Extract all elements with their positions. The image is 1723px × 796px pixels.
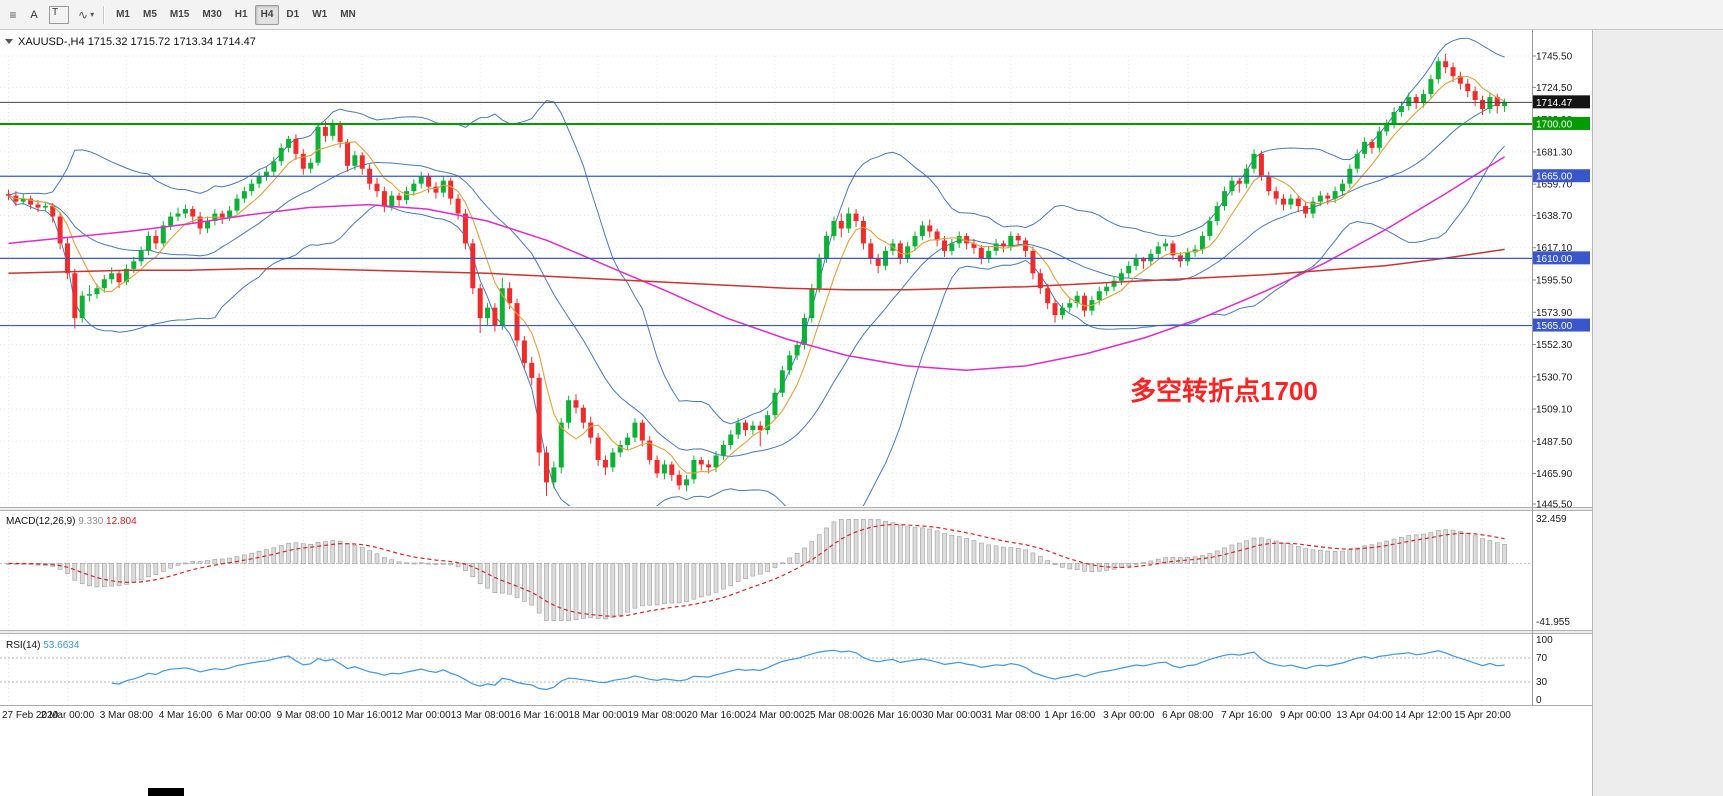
- workspace-filler: [1592, 30, 1723, 796]
- svg-text:3 Mar 08:00: 3 Mar 08:00: [100, 710, 154, 721]
- timeframe-mn-button[interactable]: MN: [340, 9, 356, 20]
- price-chart-canvas[interactable]: 多空转折点1700 XAUUSD-,H4 1715.32 1715.72 1713…: [0, 30, 1592, 724]
- svg-text:24 Mar 00:00: 24 Mar 00:00: [746, 710, 805, 721]
- taskbar-fragment: [148, 788, 184, 796]
- svg-text:4 Mar 16:00: 4 Mar 16:00: [159, 710, 213, 721]
- svg-text:10 Mar 16:00: 10 Mar 16:00: [333, 710, 392, 721]
- svg-text:1509.10: 1509.10: [1536, 405, 1573, 416]
- svg-text:13 Apr 04:00: 13 Apr 04:00: [1336, 710, 1393, 721]
- macd-label: MACD(12,26,9) 9.330 12.804: [6, 516, 137, 527]
- svg-text:7 Apr 16:00: 7 Apr 16:00: [1221, 710, 1273, 721]
- svg-text:1665.00: 1665.00: [1536, 172, 1573, 183]
- timeframe-h1-button[interactable]: H1: [234, 9, 248, 20]
- chart-annotation-text: 多空转折点1700: [1130, 376, 1318, 406]
- current-price-box: [1533, 95, 1590, 109]
- wave-icon: ∿: [78, 7, 89, 22]
- svg-text:26 Mar 16:00: 26 Mar 16:00: [863, 710, 922, 721]
- svg-text:9 Apr 00:00: 9 Apr 00:00: [1280, 710, 1332, 721]
- toolbar-separator: [103, 5, 106, 24]
- svg-text:31 Mar 08:00: 31 Mar 08:00: [981, 710, 1040, 721]
- chart-title: XAUUSD-,H4 1715.32 1715.72 1713.34 1714.…: [5, 36, 256, 48]
- svg-text:1638.70: 1638.70: [1536, 211, 1573, 222]
- timeframe-m30-button[interactable]: M30: [202, 9, 222, 20]
- svg-text:100: 100: [1536, 635, 1553, 646]
- svg-text:XAUUSD-,H4 1715.32 1715.72 17: XAUUSD-,H4 1715.32 1715.72 1713.34 1714.…: [18, 36, 256, 48]
- svg-text:1573.90: 1573.90: [1536, 308, 1573, 319]
- timeframe-d1-button[interactable]: D1: [286, 9, 300, 20]
- rsi-label: RSI(14) 53.6634: [6, 640, 80, 651]
- svg-text:1 Apr 16:00: 1 Apr 16:00: [1044, 710, 1096, 721]
- price-scale[interactable]: 1745.501724.501702.901681.301659.701638.…: [1532, 30, 1590, 706]
- timeframe-h4-button[interactable]: H4: [254, 4, 280, 25]
- svg-text:1565.00: 1565.00: [1536, 321, 1573, 332]
- svg-text:13 Mar 08:00: 13 Mar 08:00: [451, 710, 510, 721]
- svg-text:27 Feb 2020: 27 Feb 2020: [2, 710, 59, 721]
- macd-panel: [0, 519, 1532, 621]
- svg-text:18 Mar 00:00: 18 Mar 00:00: [569, 710, 628, 721]
- timeframe-m5-button[interactable]: M5: [142, 9, 157, 20]
- sep-macd-rsi[interactable]: [0, 630, 1592, 634]
- menu-glyph-icon: ≡: [9, 7, 17, 22]
- svg-text:1552.30: 1552.30: [1536, 340, 1573, 351]
- svg-text:1445.50: 1445.50: [1536, 500, 1573, 511]
- svg-text:1465.90: 1465.90: [1536, 469, 1573, 480]
- hline-price-box: [1533, 318, 1590, 332]
- svg-text:1724.50: 1724.50: [1536, 83, 1573, 94]
- svg-text:12 Mar 00:00: 12 Mar 00:00: [392, 710, 451, 721]
- timeframe-m1-button[interactable]: M1: [116, 9, 130, 20]
- hline-price-box: [1533, 169, 1590, 183]
- svg-text:2 Mar 00:00: 2 Mar 00:00: [41, 710, 95, 721]
- svg-text:19 Mar 08:00: 19 Mar 08:00: [628, 710, 687, 721]
- moving-averages: [8, 75, 1505, 474]
- svg-text:6 Mar 00:00: 6 Mar 00:00: [218, 710, 272, 721]
- hline-price-box: [1533, 116, 1590, 130]
- sep-main-macd[interactable]: [0, 507, 1592, 511]
- svg-text:9 Mar 08:00: 9 Mar 08:00: [277, 710, 331, 721]
- svg-text:25 Mar 08:00: 25 Mar 08:00: [804, 710, 863, 721]
- candlesticks-layer: [6, 53, 1508, 496]
- svg-text:3 Apr 00:00: 3 Apr 00:00: [1103, 710, 1155, 721]
- caret-down-icon: ▾: [90, 10, 95, 19]
- svg-text:15 Apr 20:00: 15 Apr 20:00: [1454, 710, 1511, 721]
- svg-text:1530.70: 1530.70: [1536, 372, 1573, 383]
- line-studies-dropdown-button[interactable]: ∿ ▾: [74, 5, 98, 25]
- svg-text:20 Mar 16:00: 20 Mar 16:00: [687, 710, 746, 721]
- timeframe-w1-button[interactable]: W1: [312, 9, 328, 20]
- text-tool-button[interactable]: T: [45, 5, 73, 25]
- bottom-strip: [0, 724, 1592, 796]
- svg-text:14 Apr 12:00: 14 Apr 12:00: [1395, 710, 1452, 721]
- rsi-panel: [0, 649, 1532, 691]
- label-tool-button[interactable]: A: [30, 8, 38, 21]
- menu-icon[interactable]: ≡: [3, 5, 23, 25]
- svg-text:1714.47: 1714.47: [1536, 98, 1573, 109]
- chart-menu-arrow-icon: [5, 39, 13, 44]
- hline-price-box: [1533, 251, 1590, 265]
- svg-text:0: 0: [1536, 695, 1542, 706]
- svg-text:1487.50: 1487.50: [1536, 437, 1573, 448]
- top-toolbar: ≡ A T ∿ ▾ M1 M5 M15 M30 H1 H4 D1 W1 MN: [0, 0, 1723, 30]
- horizontal-lines[interactable]: [0, 122, 1532, 327]
- svg-text:1681.30: 1681.30: [1536, 147, 1573, 158]
- svg-text:32.459: 32.459: [1536, 514, 1567, 525]
- svg-text:16 Mar 16:00: 16 Mar 16:00: [510, 710, 569, 721]
- svg-text:30 Mar 00:00: 30 Mar 00:00: [922, 710, 981, 721]
- svg-text:6 Apr 08:00: 6 Apr 08:00: [1162, 710, 1214, 721]
- svg-text:30: 30: [1536, 677, 1548, 688]
- svg-text:-41.955: -41.955: [1536, 617, 1570, 628]
- svg-text:1745.50: 1745.50: [1536, 52, 1573, 63]
- svg-text:1700.00: 1700.00: [1536, 119, 1573, 130]
- timeframe-m15-button[interactable]: M15: [169, 9, 190, 20]
- svg-text:70: 70: [1536, 653, 1548, 664]
- svg-text:1659.70: 1659.70: [1536, 180, 1573, 191]
- svg-text:1610.00: 1610.00: [1536, 254, 1573, 265]
- svg-text:1617.10: 1617.10: [1536, 243, 1573, 254]
- svg-text:1595.50: 1595.50: [1536, 276, 1573, 287]
